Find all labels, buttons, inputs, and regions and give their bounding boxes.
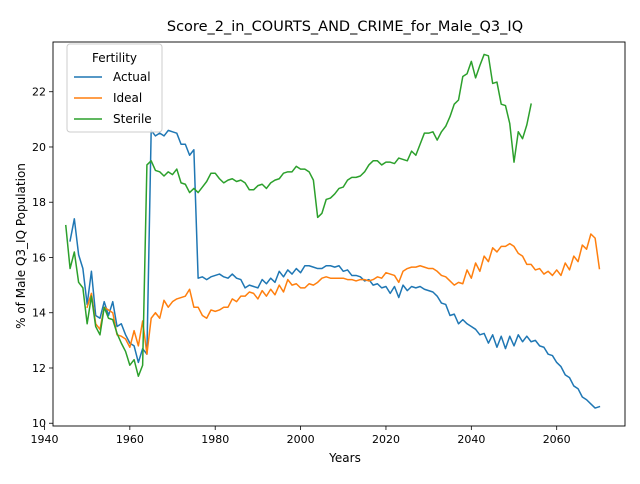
y-tick-label: 20	[32, 141, 46, 154]
series-line-actual	[69, 129, 601, 409]
y-tick-label: 18	[32, 196, 46, 209]
legend-title: Fertility	[92, 51, 137, 65]
axis-ticks: 1940 1960 1980 2000 2020 2040 2060 10 12 14 16 18 20…	[30, 86, 570, 446]
y-tick-label: 16	[32, 251, 46, 264]
x-tick-label: 2000	[287, 433, 315, 446]
x-tick-label: 1940	[30, 433, 58, 446]
y-tick-label: 10	[32, 417, 46, 430]
legend-box	[66, 43, 163, 133]
legend: Fertility Actual Ideal Sterile	[66, 43, 163, 133]
x-tick-label: 1960	[116, 433, 144, 446]
x-tick-label: 1980	[201, 433, 229, 446]
chart-title: Score_2_in_COURTS_AND_CRIME_for_Male_Q3_…	[167, 19, 523, 35]
legend-label-sterile: Sterile	[113, 112, 152, 126]
legend-label-ideal: Ideal	[113, 91, 142, 105]
legend-entries: Actual Ideal Sterile	[74, 70, 152, 126]
x-tick-label: 2060	[543, 433, 571, 446]
x-axis-label: Years	[328, 451, 361, 465]
y-axis-label: % of Male Q3_IQ Population	[14, 163, 28, 329]
series-line-ideal	[86, 233, 601, 355]
legend-label-actual: Actual	[113, 70, 151, 84]
y-tick-label: 12	[32, 362, 46, 375]
series-line-sterile	[64, 53, 532, 378]
series-lines	[64, 53, 601, 409]
y-tick-label: 22	[32, 86, 46, 99]
plot-frame	[52, 41, 626, 427]
x-tick-label: 2040	[457, 433, 485, 446]
y-tick-label: 14	[32, 307, 46, 320]
x-tick-label: 2020	[372, 433, 400, 446]
